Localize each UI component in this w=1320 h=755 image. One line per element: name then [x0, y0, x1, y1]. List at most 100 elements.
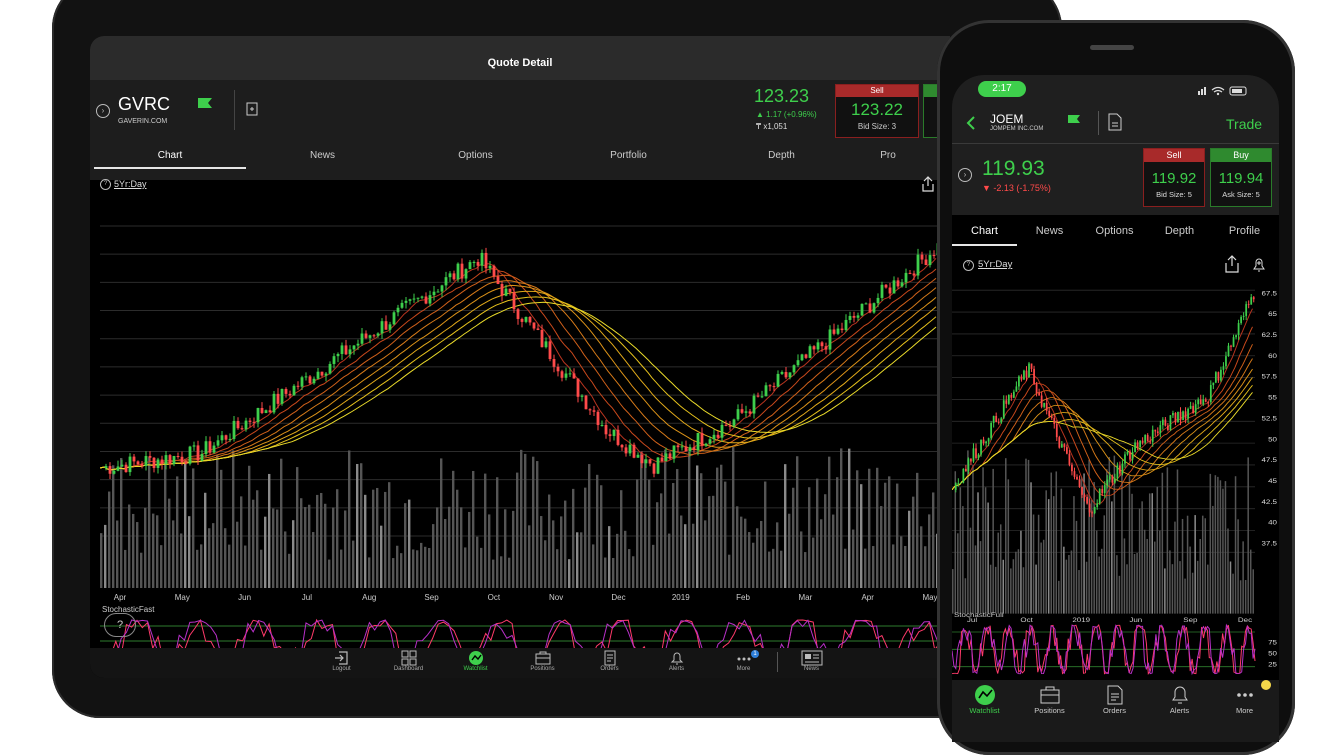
nav-positions[interactable]: Positions: [1017, 684, 1082, 715]
volume-bar: [472, 470, 475, 588]
candle-body: [928, 255, 932, 266]
volume-bar: [248, 465, 251, 588]
volume-bar: [548, 494, 551, 588]
volume-bar: [1111, 501, 1113, 614]
trade-button[interactable]: Trade: [1226, 116, 1263, 132]
candle-body: [744, 411, 748, 413]
volume-bar: [324, 503, 327, 588]
expand-icon[interactable]: ›: [96, 104, 110, 118]
price-chart[interactable]: Apr May Jun Jul Aug Sep Oct Nov Dec 2019 Feb Mar Apr…: [100, 196, 940, 678]
volume-bar: [1002, 559, 1005, 614]
candle-body: [308, 376, 312, 384]
document-icon[interactable]: [246, 102, 258, 116]
volume-bar: [888, 476, 891, 588]
candle-body: [120, 464, 124, 467]
price-chart[interactable]: Jul Oct 2019 Jun Sep Dec StochasticFull 67.5 65 6…: [952, 280, 1279, 680]
nav-news[interactable]: News: [778, 650, 845, 672]
tab-profile[interactable]: Profile: [1228, 225, 1261, 237]
tab-chart[interactable]: Chart: [952, 225, 1017, 246]
range-icon[interactable]: ?: [100, 179, 111, 190]
volume-bar: [388, 482, 391, 588]
nav-orders[interactable]: Orders: [576, 650, 643, 672]
tab-profile[interactable]: Pro: [880, 150, 896, 161]
volume-bar: [216, 455, 219, 588]
volume-bar: [452, 470, 455, 588]
candle-body: [600, 424, 604, 426]
nav-logout[interactable]: Logout: [308, 650, 375, 672]
candle-body: [1091, 512, 1094, 514]
candle-body: [896, 280, 900, 287]
candle-body: [332, 356, 336, 364]
candle-body: [360, 333, 364, 344]
nav-watchlist[interactable]: Watchlist: [952, 684, 1017, 715]
volume-bar: [620, 490, 623, 588]
candle-body: [1010, 394, 1013, 398]
candle-body: [304, 376, 308, 378]
volume-bar: [708, 496, 711, 588]
candle-body: [520, 318, 524, 322]
chart-range[interactable]: 5Yr:Day: [978, 259, 1013, 270]
x-axis-label: May: [175, 593, 190, 602]
volume-bar: [712, 495, 715, 588]
sell-button[interactable]: Sell 123.22 Bid Size: 3: [835, 84, 919, 138]
volume-bar: [400, 553, 403, 588]
volume-bar: [977, 492, 979, 614]
volume-bar: [300, 498, 303, 588]
tab-chart[interactable]: Chart: [94, 146, 246, 169]
volume-bar: [964, 578, 967, 614]
volume-bar: [484, 473, 487, 588]
candle-body: [1060, 444, 1063, 448]
buy-button[interactable]: Buy 119.94 Ask Size: 5: [1210, 148, 1272, 207]
candle-body: [576, 378, 580, 397]
volume-bar: [1045, 490, 1047, 614]
tab-options[interactable]: Options: [458, 150, 493, 161]
candle-body: [352, 345, 356, 350]
candle-body: [997, 422, 1000, 423]
nav-more[interactable]: More: [1212, 684, 1277, 715]
volume-bar: [504, 509, 507, 588]
share-icon[interactable]: [921, 176, 935, 192]
volume-bar: [508, 557, 511, 588]
candle-body: [328, 363, 332, 374]
volume-bar: [1098, 556, 1100, 614]
candle-body: [1040, 395, 1043, 407]
back-chevron-icon[interactable]: [966, 115, 976, 131]
chart-range[interactable]: 5Yr:Day: [114, 179, 147, 189]
tab-portfolio[interactable]: Portfolio: [610, 150, 647, 161]
candle-body: [372, 335, 376, 337]
nav-more[interactable]: 1 More: [710, 650, 777, 672]
flag-icon[interactable]: [1068, 115, 1080, 123]
tab-depth[interactable]: Depth: [768, 150, 795, 161]
volume-bar: [448, 506, 451, 588]
x-axis-label: Jul: [967, 616, 978, 624]
nav-dashboard[interactable]: Dashboard: [375, 650, 442, 672]
volume-bar: [872, 546, 875, 588]
document-icon[interactable]: [1108, 113, 1122, 131]
tab-news[interactable]: News: [1035, 225, 1064, 237]
flag-icon[interactable]: [198, 98, 212, 108]
expand-icon[interactable]: ›: [958, 168, 972, 182]
volume-bar: [1095, 530, 1098, 614]
tab-depth[interactable]: Depth: [1164, 225, 1195, 237]
tab-options[interactable]: Options: [1095, 225, 1134, 237]
share-icon[interactable]: [1224, 255, 1240, 273]
volume-bar: [560, 516, 563, 588]
nav-alerts[interactable]: Alerts: [643, 650, 710, 672]
volume-bar: [320, 492, 323, 588]
y-axis-label: 52.5: [1261, 414, 1277, 422]
nav-positions[interactable]: Positions: [509, 650, 576, 672]
sell-button[interactable]: Sell 119.92 Bid Size: 5: [1143, 148, 1205, 207]
nav-orders[interactable]: Orders: [1082, 684, 1147, 715]
candle-body: [608, 434, 612, 437]
tab-news[interactable]: News: [309, 150, 335, 161]
nav-alerts[interactable]: Alerts: [1147, 684, 1212, 715]
bell-plus-icon[interactable]: [1251, 255, 1267, 273]
range-icon[interactable]: ?: [963, 260, 974, 271]
candle-body: [1126, 451, 1129, 455]
candle-body: [648, 459, 652, 464]
help-button[interactable]: ?: [104, 613, 136, 637]
nav-watchlist[interactable]: Watchlist: [442, 650, 509, 672]
candle-body: [544, 341, 548, 348]
candle-body: [1033, 368, 1035, 384]
x-axis-label: May: [922, 593, 937, 602]
